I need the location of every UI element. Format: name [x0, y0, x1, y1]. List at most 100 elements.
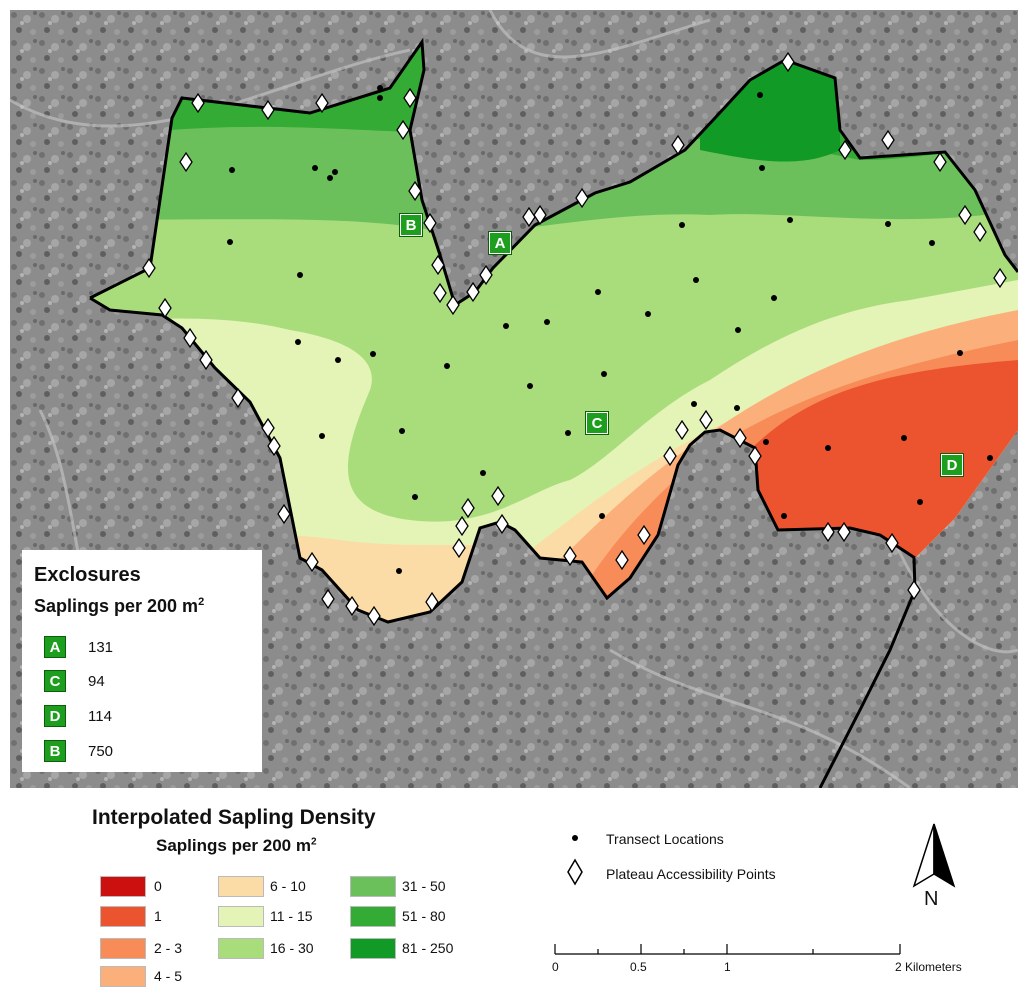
- exclosure-value: 750: [88, 742, 114, 760]
- access-diamond: [315, 92, 329, 114]
- exclosure-badge: A: [44, 636, 66, 658]
- density-legend-subtitle: Saplings per 200 m2: [156, 836, 317, 855]
- density-class-label: 81 - 250: [402, 940, 454, 956]
- density-class-label: 1: [154, 908, 162, 924]
- access-diamond: [433, 282, 447, 304]
- access-diamond: [321, 588, 335, 610]
- transect-dot: [759, 165, 765, 171]
- density-class-label: 4 - 5: [154, 968, 183, 984]
- density-class-label: 31 - 50: [402, 878, 446, 894]
- transect-dot: [987, 455, 993, 461]
- density-swatch: [218, 906, 264, 927]
- density-swatch: [100, 876, 146, 897]
- transect-dot: [295, 339, 301, 345]
- density-swatch: [350, 938, 396, 959]
- exclosure-row-d: D 114: [44, 705, 112, 727]
- scale-bar: [554, 944, 901, 955]
- transect-dot: [734, 405, 740, 411]
- transect-dot: [370, 351, 376, 357]
- access-diamond: [261, 417, 275, 439]
- density-class-label: 51 - 80: [402, 908, 446, 924]
- access-diamond: [885, 532, 899, 554]
- access-diamond: [837, 521, 851, 543]
- access-diamond: [466, 281, 480, 303]
- transect-dot: [781, 513, 787, 519]
- access-diamond: [367, 605, 381, 627]
- access-diamond: [179, 151, 193, 173]
- access-diamond: [958, 204, 972, 226]
- exclosure-marker-d[interactable]: D: [940, 453, 964, 477]
- density-swatch: [350, 906, 396, 927]
- access-diamond: [461, 497, 475, 519]
- transect-dot: [319, 433, 325, 439]
- access-diamond: [305, 551, 319, 573]
- access-diamond: [455, 515, 469, 537]
- transect-dot: [503, 323, 509, 329]
- exclosures-legend: Exclosures Saplings per 200 m2 A 131 C 9…: [22, 550, 262, 772]
- transect-dot: [693, 277, 699, 283]
- access-diamond: [907, 579, 921, 601]
- access-diamond: [495, 513, 509, 535]
- access-diamond: [446, 294, 460, 316]
- access-diamond: [261, 99, 275, 121]
- density-swatch: [218, 876, 264, 897]
- density-swatch: [350, 876, 396, 897]
- transect-dot: [929, 240, 935, 246]
- transect-dot: [957, 350, 963, 356]
- access-diamond: [403, 87, 417, 109]
- transect-dot: [227, 239, 233, 245]
- access-diamond: [425, 591, 439, 613]
- density-swatch: [100, 938, 146, 959]
- access-diamond: [699, 409, 713, 431]
- transect-dot: [335, 357, 341, 363]
- exclosures-title: Exclosures: [34, 564, 141, 586]
- access-diamond: [973, 221, 987, 243]
- transect-dot: [679, 222, 685, 228]
- access-diamond: [671, 134, 685, 156]
- access-diamond: [881, 129, 895, 151]
- access-diamond: [933, 151, 947, 173]
- access-diamond: [452, 537, 466, 559]
- access-diamond: [615, 549, 629, 571]
- access-diamond: [142, 257, 156, 279]
- scale-label-0-5: 0.5: [630, 960, 647, 974]
- transect-dot: [229, 167, 235, 173]
- exclosure-badge: D: [44, 705, 66, 727]
- exclosure-badge: C: [44, 670, 66, 692]
- access-diamond: [821, 521, 835, 543]
- density-class-label: 2 - 3: [154, 940, 183, 956]
- transect-dot: [917, 499, 923, 505]
- transect-dot: [901, 435, 907, 441]
- access-diamond: [491, 485, 505, 507]
- transect-dot: [332, 169, 338, 175]
- access-diamond: [396, 119, 410, 141]
- exclosure-value: 114: [88, 707, 112, 725]
- exclosure-row-b: B 750: [44, 740, 113, 762]
- access-diamond: [345, 595, 359, 617]
- transect-dot: [297, 272, 303, 278]
- access-diamond: [479, 264, 493, 286]
- exclosure-marker-a[interactable]: A: [488, 231, 512, 255]
- diamond-icon: [567, 858, 583, 886]
- transect-dot: [735, 327, 741, 333]
- map-panel[interactable]: [10, 10, 1018, 788]
- access-diamond: [675, 419, 689, 441]
- transect-dot-icon: [572, 835, 578, 841]
- access-diamond: [522, 206, 536, 228]
- transect-dot: [595, 289, 601, 295]
- exclosures-subtitle: Saplings per 200 m2: [34, 596, 205, 616]
- transect-dot: [444, 363, 450, 369]
- exclosure-marker-c[interactable]: C: [585, 411, 609, 435]
- transect-dot: [527, 383, 533, 389]
- scale-label-1: 1: [724, 960, 731, 974]
- access-diamond: [267, 435, 281, 457]
- access-diamond: [993, 267, 1007, 289]
- transect-dot: [377, 95, 383, 101]
- transect-dot: [480, 470, 486, 476]
- access-diamond: [423, 212, 437, 234]
- exclosure-marker-b[interactable]: B: [399, 213, 423, 237]
- transect-dot: [763, 439, 769, 445]
- transect-dot: [327, 175, 333, 181]
- access-diamond: [183, 327, 197, 349]
- exclosure-value: 131: [88, 638, 114, 656]
